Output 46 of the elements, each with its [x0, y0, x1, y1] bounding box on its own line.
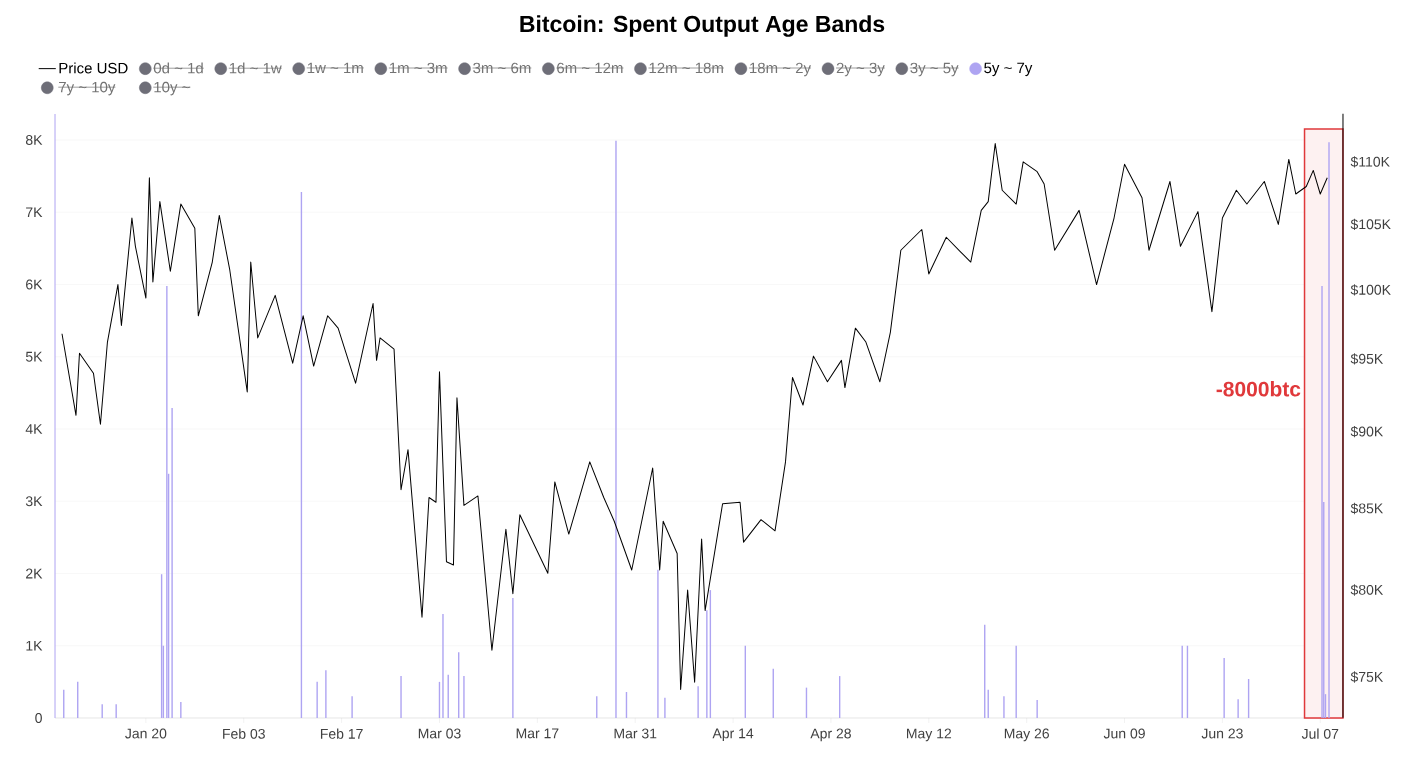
legend-label: 3y ~ 5y — [910, 62, 959, 77]
legend-label: 18m ~ 2y — [750, 62, 811, 77]
y2-tick-label: $100K — [1350, 284, 1391, 296]
y2-tick-label: $80K — [1350, 584, 1384, 596]
y-tick-label: 8K — [25, 135, 43, 145]
x-tick-label: Jul 07 — [1301, 728, 1339, 739]
y-tick-label: 2K — [26, 568, 43, 579]
legend-label: 3m ~ 6m — [473, 62, 531, 74]
legend-label: 7y ~ 10y — [59, 81, 116, 96]
y2-tick-label: $105K — [1350, 218, 1391, 231]
x-tick-label: Apr 14 — [712, 728, 754, 742]
x-tick-label: May 26 — [1004, 728, 1049, 742]
x-tick-label: Jun 23 — [1201, 728, 1243, 739]
legend-label: 1w ~ 1m — [307, 62, 363, 74]
x-tick-label: May 12 — [906, 728, 952, 742]
legend-label: Price USD — [59, 62, 128, 74]
y2-tick-label: $75K — [1350, 671, 1384, 683]
legend-label: 1m ~ 3m — [389, 62, 447, 74]
y-tick-label: 4K — [25, 424, 43, 434]
y-tick-label: 3K — [25, 496, 43, 507]
legend-label: 2y ~ 3y — [836, 62, 885, 77]
x-tick-label: Apr 28 — [810, 728, 851, 742]
x-tick-label: Mar 03 — [418, 728, 461, 739]
legend-label: 5y ~ 7y — [984, 62, 1033, 77]
legend-label: 12m ~ 18m — [649, 62, 723, 74]
y2-tick-label: $85K — [1350, 502, 1384, 515]
y2-tick-label: $90K — [1350, 425, 1384, 438]
y-tick-label: 6K — [26, 279, 43, 290]
y2-tick-label: $95K — [1350, 353, 1384, 365]
legend-label: 0d ~ 1d — [153, 62, 203, 74]
x-tick-label: Jan 20 — [125, 728, 167, 739]
x-tick-label: Feb 17 — [320, 728, 363, 739]
y-tick-label: 0 — [35, 713, 42, 723]
y-tick-label: 1K — [26, 640, 43, 651]
x-tick-label: Jun 09 — [1103, 728, 1145, 739]
y-tick-label: 5K — [25, 351, 43, 362]
chart-title: Bitcoin: Spent Output Age Bands — [520, 15, 885, 37]
y-tick-label: 7K — [26, 207, 43, 218]
legend-label: 6m ~ 12m — [557, 62, 623, 74]
band-label: -8000btc — [1216, 381, 1301, 397]
x-tick-label: Mar 31 — [614, 728, 657, 739]
legend-label: 1d ~ 1w — [229, 62, 282, 74]
x-tick-label: Mar 17 — [516, 728, 559, 739]
x-tick-label: Feb 03 — [223, 728, 265, 739]
y2-tick-label: $110K — [1350, 156, 1390, 168]
legend-label: 10y ~ — [154, 81, 190, 96]
